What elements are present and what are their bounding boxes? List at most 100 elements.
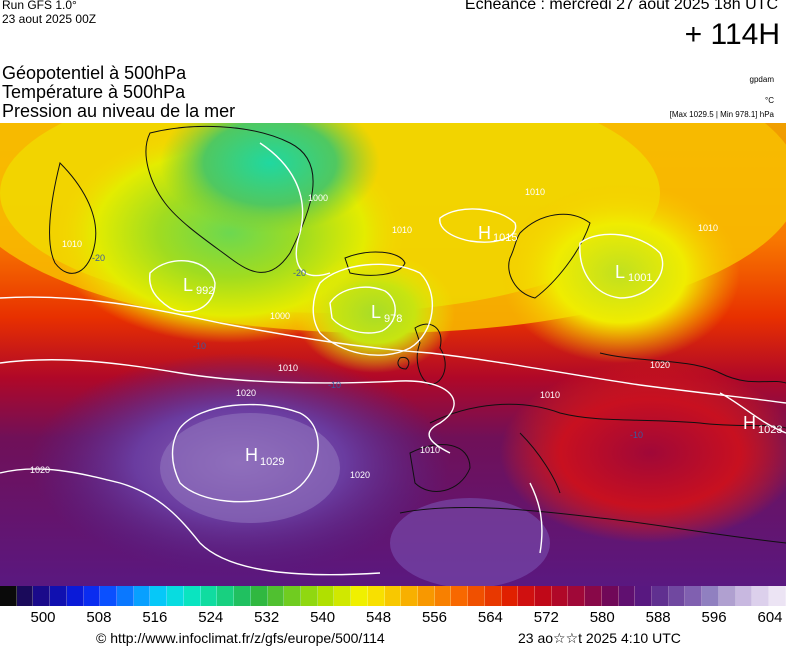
weather-map: 1010 1000 1010 1020 1010 1020 1010 1020 … [0, 123, 786, 586]
isobar-low-978-inner [329, 286, 396, 334]
color-swatch [267, 586, 285, 606]
coast-black-sea [599, 352, 786, 384]
layer-geopotential: Géopotentiel à 500hPa [2, 63, 187, 83]
field-purple-africa [390, 498, 550, 586]
isobar-label: 1000 [270, 311, 290, 321]
isobars [0, 142, 786, 576]
temperature-label: -10 [193, 341, 206, 351]
isobar-label: 1010 [62, 239, 82, 249]
isobar-low-978-outer [312, 263, 434, 356]
color-swatch [652, 586, 669, 606]
color-swatch [317, 586, 335, 606]
unit-geopotential: gpdam [749, 75, 774, 84]
color-scale-tick-label: 604 [757, 609, 783, 626]
color-scale-tick-label: 500 [30, 609, 56, 626]
isobar-label-group: 1010 1000 1010 1020 1010 1020 1010 1020 … [30, 187, 718, 480]
isobar-label: 1010 [420, 445, 440, 455]
color-swatch [718, 586, 736, 606]
isobar-label: 1020 [30, 465, 50, 475]
field-deep-red-east [500, 363, 786, 543]
run-title: Run GFS 1.0° [2, 0, 77, 12]
field-low-russia [500, 183, 740, 363]
isobar-1020-atlantic [0, 359, 455, 454]
color-scale-tick-label: 564 [477, 609, 503, 626]
color-swatch [451, 586, 469, 606]
color-swatch [484, 586, 502, 606]
color-swatch [334, 586, 352, 606]
color-swatch [300, 586, 318, 606]
low-pressure-symbol: L [615, 262, 625, 282]
color-swatch [133, 586, 151, 606]
high-pressure-symbol: H [478, 223, 491, 243]
coast-baffin [49, 162, 97, 274]
pressure-value: 1001 [628, 272, 652, 284]
high-pressure-symbol: H [743, 413, 756, 433]
color-swatch [752, 586, 770, 606]
color-swatch [183, 586, 201, 606]
color-swatch [83, 586, 101, 606]
isobar-label: 1010 [278, 363, 298, 373]
high-pressure-symbol: H [245, 445, 258, 465]
color-swatch [367, 586, 385, 606]
color-scale-tick-label: 524 [198, 609, 224, 626]
coast-iceland [344, 251, 406, 276]
color-scale-tick-label: 596 [701, 609, 727, 626]
color-swatch [217, 586, 235, 606]
color-scale-ticks: 500 508 516 524 532 540 548 556 564 572 580 588 596 6… [0, 609, 786, 627]
color-swatch [66, 586, 84, 606]
color-swatch [16, 586, 34, 606]
isobar-label: 1020 [650, 360, 670, 370]
source-url: © http://www.infoclimat.fr/z/gfs/europe/… [96, 630, 385, 646]
low-pressure-symbol: L [183, 275, 193, 295]
color-scale-tick-label: 572 [533, 609, 559, 626]
pressure-extrema: [Max 1029.5 | Min 978.1] hPa [669, 110, 774, 119]
pressure-value: 1023 [758, 424, 782, 436]
coast-britain [414, 323, 446, 386]
isobar-1023-east [719, 392, 786, 434]
color-swatch [468, 586, 485, 606]
color-swatch [702, 586, 719, 606]
color-swatch [234, 586, 251, 606]
pressure-value: 1029 [260, 456, 284, 468]
color-swatch [518, 586, 535, 606]
coast-europe-south [429, 403, 786, 429]
color-scale-tick-label: 532 [254, 609, 280, 626]
color-scale-tick-label: 516 [142, 609, 168, 626]
field-cyan-pole [160, 123, 380, 233]
lead-time: + 114H [684, 18, 780, 51]
color-swatch [635, 586, 653, 606]
color-swatch [618, 586, 636, 606]
isobar-label: 1020 [236, 388, 256, 398]
pressure-value: 992 [196, 285, 214, 297]
color-swatch [0, 586, 17, 606]
color-swatch [601, 586, 619, 606]
isobar-label: 1010 [698, 223, 718, 233]
coastlines [49, 125, 786, 544]
isobar-1000-north [259, 142, 331, 277]
isobar-low-992 [148, 259, 216, 313]
color-swatch [150, 586, 168, 606]
color-swatch [250, 586, 268, 606]
isobar-low-1001 [579, 233, 664, 299]
color-swatch [501, 586, 519, 606]
color-swatch [401, 586, 418, 606]
color-scale-tick-label: 540 [310, 609, 336, 626]
coast-ireland [397, 356, 410, 370]
color-scale-tick-label: 548 [366, 609, 392, 626]
color-swatch [33, 586, 51, 606]
color-swatch [117, 586, 134, 606]
color-swatch [551, 586, 569, 606]
color-swatch [200, 586, 218, 606]
coast-africa [399, 507, 786, 544]
layer-pressure: Pression au niveau de la mer [2, 101, 236, 121]
color-swatch [535, 586, 552, 606]
color-swatch [100, 586, 118, 606]
color-scale-tick-label: 508 [86, 609, 112, 626]
run-date: 23 aout 2025 00Z [2, 12, 97, 26]
isobar-label: 1000 [308, 193, 328, 203]
layer-temperature: Température à 500hPa [2, 82, 186, 102]
isobar-label: 1010 [540, 390, 560, 400]
color-swatch [351, 586, 368, 606]
color-scale-tick-label: 588 [645, 609, 671, 626]
pressure-value: 1015 [493, 232, 517, 244]
